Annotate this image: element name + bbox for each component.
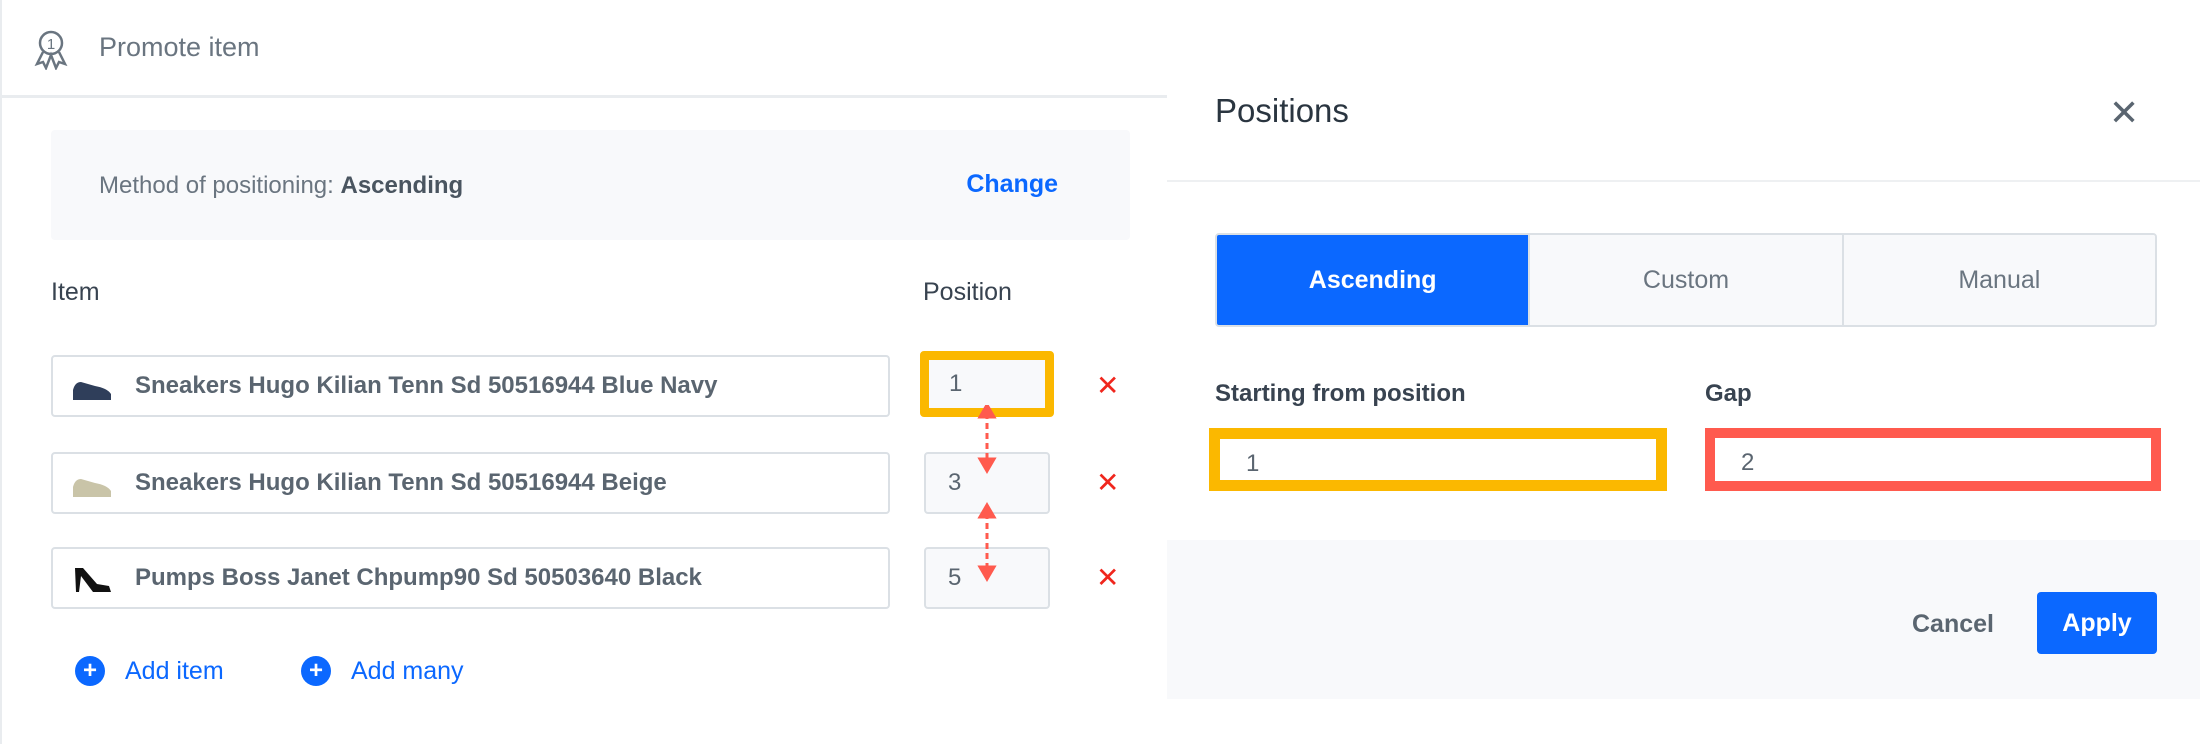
modal-footer: Cancel Apply bbox=[1167, 540, 2200, 699]
column-header-position: Position bbox=[923, 278, 1012, 306]
divider bbox=[1167, 180, 2200, 182]
item-input[interactable]: Sneakers Hugo Kilian Tenn Sd 50516944 Bl… bbox=[51, 355, 890, 417]
promote-item-panel: 1 Promote item Method of positioning: As… bbox=[0, 0, 1168, 744]
item-name: Sneakers Hugo Kilian Tenn Sd 50516944 Be… bbox=[135, 469, 667, 496]
change-link[interactable]: Change bbox=[966, 170, 1058, 198]
positions-modal: Positions ✕ Ascending Custom Manual Star… bbox=[1167, 0, 2200, 744]
delete-icon[interactable]: ✕ bbox=[1096, 370, 1120, 401]
item-name: Pumps Boss Janet Chpump90 Sd 50503640 Bl… bbox=[135, 564, 702, 591]
method-tabs: Ascending Custom Manual bbox=[1215, 233, 2157, 327]
add-many-label: Add many bbox=[351, 656, 464, 685]
item-input[interactable]: Sneakers Hugo Kilian Tenn Sd 50516944 Be… bbox=[51, 452, 890, 514]
item-name: Sneakers Hugo Kilian Tenn Sd 50516944 Bl… bbox=[135, 372, 718, 399]
method-box: Method of positioning: Ascending Change bbox=[51, 130, 1130, 240]
start-position-input[interactable]: 1 bbox=[1209, 428, 1667, 491]
award-ribbon-icon: 1 bbox=[34, 30, 68, 70]
tab-manual[interactable]: Manual bbox=[1843, 235, 2155, 325]
add-item-button[interactable]: + Add item bbox=[75, 656, 224, 686]
plus-circle-icon: + bbox=[75, 656, 105, 686]
gap-arrows bbox=[977, 405, 997, 582]
item-input[interactable]: Pumps Boss Janet Chpump90 Sd 50503640 Bl… bbox=[51, 547, 890, 609]
product-thumbnail bbox=[73, 382, 111, 400]
plus-circle-icon: + bbox=[301, 656, 331, 686]
method-text: Method of positioning: Ascending bbox=[99, 172, 463, 200]
modal-title: Positions bbox=[1215, 92, 1349, 129]
add-item-label: Add item bbox=[125, 656, 224, 685]
add-many-button[interactable]: + Add many bbox=[301, 656, 464, 686]
divider bbox=[2, 95, 1168, 98]
tab-ascending[interactable]: Ascending bbox=[1217, 235, 1531, 325]
gap-label: Gap bbox=[1705, 380, 1752, 407]
cancel-button[interactable]: Cancel bbox=[1912, 610, 1994, 638]
tab-custom[interactable]: Custom bbox=[1530, 235, 1844, 325]
method-value: Ascending bbox=[340, 172, 464, 199]
column-header-item: Item bbox=[51, 278, 100, 306]
apply-button[interactable]: Apply bbox=[2037, 592, 2157, 654]
delete-icon[interactable]: ✕ bbox=[1096, 562, 1120, 593]
start-label: Starting from position bbox=[1215, 380, 1466, 407]
product-thumbnail bbox=[73, 479, 111, 497]
gap-input[interactable]: 2 bbox=[1705, 428, 2161, 491]
svg-text:1: 1 bbox=[47, 36, 55, 53]
delete-icon[interactable]: ✕ bbox=[1096, 467, 1120, 498]
close-icon[interactable]: ✕ bbox=[2109, 92, 2140, 133]
method-label: Method of positioning: bbox=[99, 172, 334, 199]
product-thumbnail bbox=[75, 568, 111, 592]
page-title: Promote item bbox=[99, 32, 260, 62]
